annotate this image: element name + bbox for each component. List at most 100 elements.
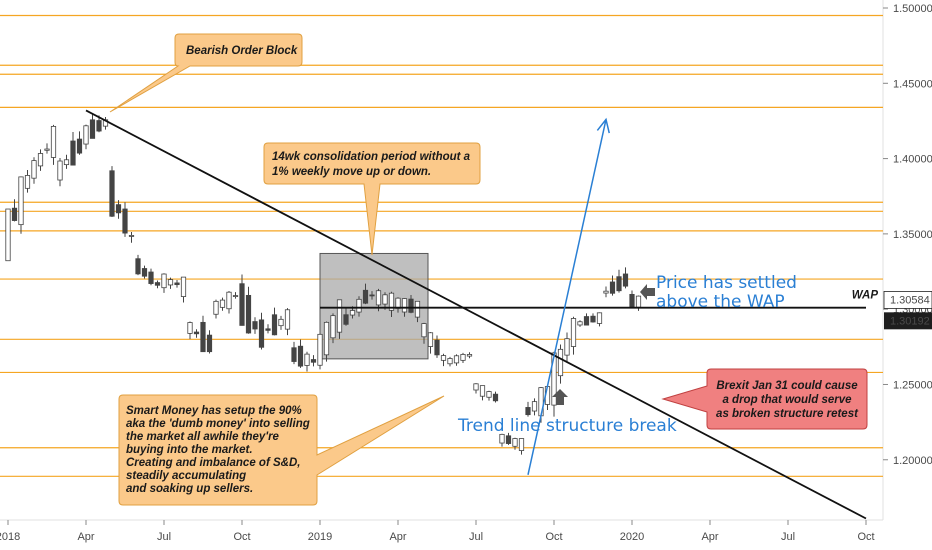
candle-body-37	[245, 294, 252, 334]
candle-body-89	[583, 316, 590, 326]
candle-body-31	[206, 334, 213, 353]
candle-body-65	[427, 332, 434, 347]
candle-body-73	[479, 385, 486, 397]
y-tick-label-6: 1.20000	[893, 455, 932, 467]
candle-body-79	[518, 438, 525, 451]
candle-body-48	[317, 333, 323, 366]
x-tick-label-10: Jul	[781, 531, 795, 543]
candle-body-67	[440, 355, 447, 361]
smart-callout-line-5: steadily accumulating	[126, 470, 246, 482]
smart-callout-line-1: aka the 'dumb money' into selling	[126, 418, 310, 430]
consolidation-callout-line-0: 14wk consolidation period without a	[272, 151, 471, 163]
candle-body-93	[609, 281, 616, 294]
x-tick-label-1: Apr	[77, 531, 94, 543]
candle-body-32	[213, 300, 219, 315]
candle-body-17	[115, 204, 122, 214]
y-tick-label-5: 1.25000	[893, 379, 932, 391]
projection-arrow-head	[596, 117, 610, 134]
candle-body-30	[200, 321, 206, 353]
candle-body-80	[525, 407, 531, 416]
wap-price-value: 1.30584	[890, 294, 930, 306]
consolidation-callout-line-1: 1% weekly move up or down.	[272, 166, 431, 178]
candle-body-42	[278, 318, 284, 327]
wap-price-tag	[883, 291, 932, 309]
x-tick-label-3: Oct	[233, 531, 250, 543]
candle-body-8	[57, 160, 63, 181]
candle-body-11	[76, 138, 83, 154]
candle-body-45	[297, 345, 304, 367]
y-tick-label-2: 1.40000	[893, 154, 932, 166]
downtrend-line	[85, 109, 867, 520]
smart-callout-line-2: the market all awhile they're	[126, 431, 280, 443]
smart-money-callout: Smart Money has setup the 90% aka the 'd…	[118, 394, 445, 506]
trend-lines	[85, 109, 867, 520]
y-tick-label-3: 1.35000	[893, 229, 932, 241]
brexit-callout: Brexit Jan 31 could cause a drop that wo…	[661, 368, 868, 430]
candle-body-50	[330, 315, 336, 339]
candle-body-71	[466, 354, 473, 357]
candle-body-55	[362, 289, 369, 304]
candle-body-47	[310, 359, 317, 363]
candle-body-21	[141, 268, 148, 277]
candle-body-52	[343, 314, 349, 325]
x-tick-label-11: Oct	[857, 531, 874, 543]
candle-body-5	[37, 153, 44, 167]
candle-body-86	[564, 338, 570, 356]
candle-body-53	[349, 310, 356, 316]
candle-body-36	[239, 283, 245, 326]
candle-body-61	[401, 298, 408, 313]
smart-callout-line-6: and soaking up sellers.	[126, 483, 253, 495]
y-tick-label-0: 1.50000	[893, 3, 932, 15]
candle-body-19	[128, 235, 135, 237]
brexit-callout-line-0: Brexit Jan 31 could cause	[716, 380, 858, 392]
brexit-callout-line-2: as broken structure retest	[716, 408, 859, 420]
wap-note-line-1: above the WAP	[656, 292, 785, 312]
candle-body-94	[616, 276, 622, 292]
candle-body-38	[252, 321, 258, 330]
price-tags: WAP 1.30584 1.30192	[852, 289, 932, 330]
candle-body-6	[44, 148, 50, 151]
candle-body-29	[193, 331, 200, 335]
candle-body-57	[375, 290, 382, 306]
candle-body-10	[70, 140, 76, 166]
candle-body-85	[557, 348, 564, 377]
candle-body-70	[460, 354, 466, 361]
candle-body-56	[369, 294, 375, 297]
candle-body-14	[96, 120, 102, 132]
candle-body-91	[596, 312, 603, 324]
horizontal-levels	[0, 14, 883, 477]
x-tick-label-9: Apr	[701, 531, 718, 543]
candle-body-77	[505, 435, 512, 444]
wap-note-line-0: Price has settled	[656, 273, 797, 293]
candle-body-69	[453, 355, 460, 364]
candle-body-62	[408, 298, 414, 313]
candle-body-35	[232, 295, 239, 297]
candle-body-24	[161, 273, 167, 289]
candle-body-43	[284, 309, 291, 330]
candle-body-12	[83, 125, 89, 145]
projection-arrow	[527, 119, 607, 475]
candle-body-92	[603, 290, 609, 294]
candle-body-0	[5, 208, 11, 262]
candle-body-3	[24, 175, 31, 189]
candle-body-41	[271, 314, 278, 336]
smart-callout-line-0: Smart Money has setup the 90%	[126, 405, 302, 417]
candle-body-96	[629, 293, 635, 308]
x-tick-label-6: Jul	[469, 531, 483, 543]
time-axis: 2018 Apr Jul Oct 2019 Apr Jul Oct 2020 Apr Jul Oct	[0, 520, 875, 543]
bearish-order-block-callout: Bearish Order Block	[109, 33, 303, 113]
candle-body-66	[434, 339, 440, 356]
candle-body-74	[486, 391, 492, 398]
candle-body-68	[447, 358, 453, 365]
last-price-value: 1.30192	[890, 315, 930, 327]
candle-body-75	[492, 393, 499, 402]
candle-body-1	[11, 207, 18, 221]
candle-body-16	[109, 170, 115, 217]
brexit-callout-line-1: a drop that would serve	[722, 394, 852, 406]
candle-body-87	[570, 318, 577, 347]
up-pointer-arrow-icon	[552, 389, 568, 405]
candle-body-46	[304, 353, 310, 366]
candle-body-44	[291, 347, 297, 362]
x-tick-label-5: Apr	[389, 531, 406, 543]
